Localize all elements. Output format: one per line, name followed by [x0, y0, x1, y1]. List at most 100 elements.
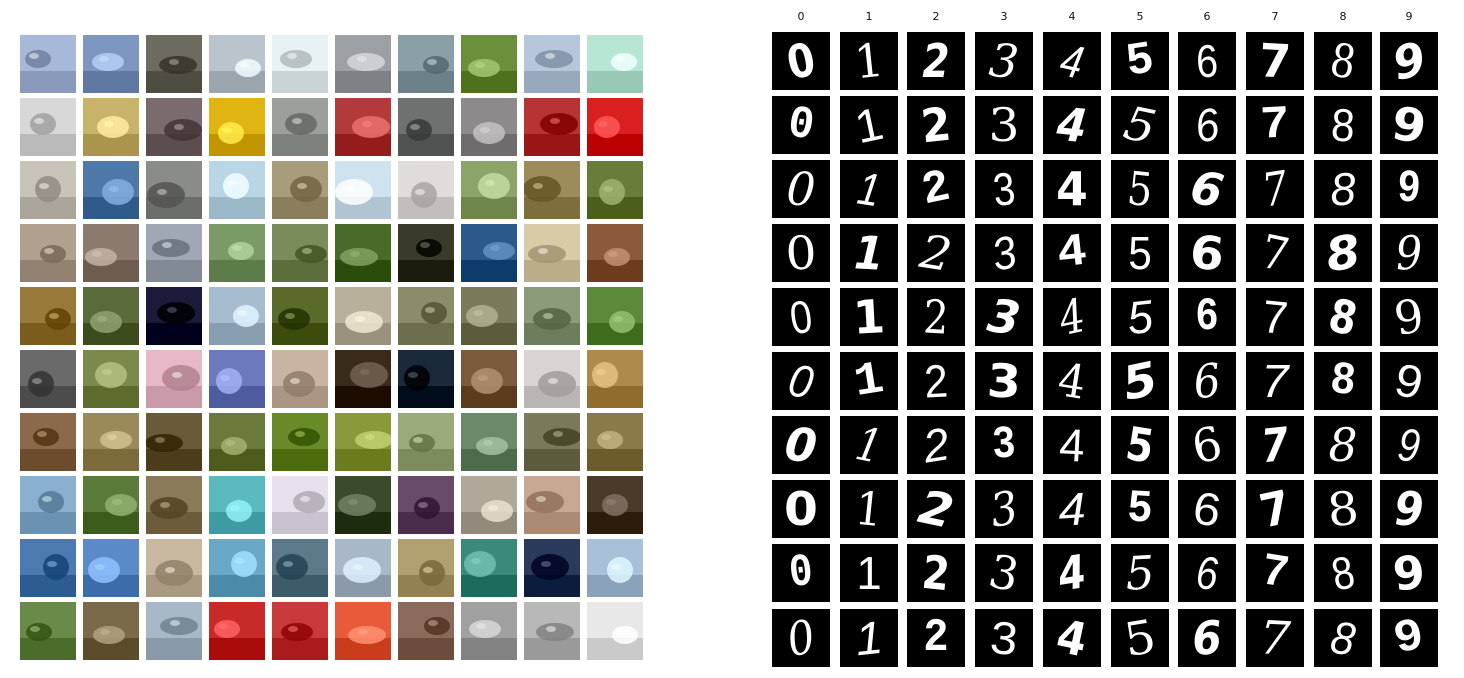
handwritten-digit: 7	[1257, 545, 1293, 601]
digit-tile-9: 9	[1380, 544, 1438, 602]
frog-photo-thumbnail	[146, 413, 202, 471]
airplane-photo-thumbnail	[83, 35, 139, 93]
handwritten-digit: 7	[1258, 610, 1292, 666]
digit-tile-7: 7	[1246, 544, 1304, 602]
handwritten-digit: 4	[1054, 96, 1090, 154]
airplane-photo-thumbnail	[524, 35, 580, 93]
digit-tile-8: 8	[1314, 32, 1372, 90]
handwritten-digit: 7	[1258, 416, 1292, 474]
cat-photo-thumbnail	[461, 224, 517, 282]
handwritten-digit: 6	[1191, 97, 1223, 153]
digit-tile-5: 5	[1111, 352, 1169, 410]
handwritten-digit: 1	[852, 225, 886, 281]
digit-tile-7: 7	[1246, 480, 1304, 538]
digit-tile-5: 5	[1111, 224, 1169, 282]
handwritten-digit: 5	[1125, 482, 1155, 536]
dog-photo-thumbnail	[83, 350, 139, 408]
airplane-photo-thumbnail	[335, 35, 391, 93]
digit-tile-5: 5	[1111, 288, 1169, 346]
handwritten-digit: 4	[1057, 482, 1087, 536]
digit-tile-9: 9	[1380, 32, 1438, 90]
airplane-photo-thumbnail	[20, 35, 76, 93]
digit-tile-1: 1	[840, 480, 898, 538]
column-label-4: 4	[1068, 10, 1076, 23]
digit-tile-1: 1	[840, 416, 898, 474]
handwritten-digit: 0	[784, 225, 818, 281]
digit-tile-6: 6	[1178, 352, 1236, 410]
handwritten-digit: 5	[1124, 289, 1156, 345]
handwritten-digit: 3	[985, 353, 1023, 409]
handwritten-digit: 3	[986, 480, 1022, 538]
digit-tile-3: 3	[975, 96, 1033, 154]
digit-tile-9: 9	[1380, 224, 1438, 282]
automobile-photo-thumbnail	[461, 98, 517, 156]
truck-photo-thumbnail	[20, 602, 76, 660]
frog-photo-thumbnail	[20, 413, 76, 471]
dog-photo-thumbnail	[272, 350, 328, 408]
digit-tile-1: 1	[840, 160, 898, 218]
bird-photo-thumbnail	[20, 161, 76, 219]
handwritten-digit: 5	[1124, 160, 1156, 218]
handwritten-digit: 1	[851, 289, 887, 345]
truck-photo-thumbnail	[83, 602, 139, 660]
digit-tile-9: 9	[1380, 609, 1438, 667]
horse-photo-thumbnail	[587, 476, 643, 534]
handwritten-digit: 1	[851, 416, 887, 474]
dog-photo-thumbnail	[524, 350, 580, 408]
handwritten-digit: 3	[984, 288, 1024, 346]
digit-tile-7: 7	[1246, 352, 1304, 410]
handwritten-digit: 6	[1190, 352, 1224, 410]
cifar-row-bird	[20, 161, 643, 219]
handwritten-digit: 8	[1328, 418, 1358, 472]
digit-tile-1: 1	[840, 609, 898, 667]
handwritten-digit: 1	[856, 547, 882, 599]
handwritten-digit: 2	[916, 224, 956, 282]
cat-photo-thumbnail	[20, 224, 76, 282]
digit-tile-6: 6	[1178, 224, 1236, 282]
handwritten-digit: 3	[990, 162, 1018, 216]
cat-photo-thumbnail	[524, 224, 580, 282]
ship-photo-thumbnail	[209, 539, 265, 597]
handwritten-digit: 9	[1387, 32, 1431, 90]
digit-tile-9: 9	[1380, 160, 1438, 218]
handwritten-digit: 4	[1056, 162, 1088, 216]
handwritten-digit: 6	[1187, 416, 1227, 474]
digit-tile-3: 3	[975, 416, 1033, 474]
digit-tile-1: 1	[840, 224, 898, 282]
handwritten-digit: 0	[784, 353, 818, 409]
digit-tile-4: 4	[1043, 32, 1101, 90]
cat-photo-thumbnail	[587, 224, 643, 282]
digit-tile-6: 6	[1178, 288, 1236, 346]
handwritten-digit: 9	[1395, 418, 1423, 472]
horse-photo-thumbnail	[461, 476, 517, 534]
handwritten-digit: 5	[1122, 33, 1158, 89]
handwritten-digit: 5	[1124, 545, 1156, 601]
ship-photo-thumbnail	[587, 539, 643, 597]
digit-tile-2: 2	[907, 544, 965, 602]
column-label-5: 5	[1136, 10, 1144, 23]
digit-tile-7: 7	[1246, 96, 1304, 154]
digit-tile-7: 7	[1246, 416, 1304, 474]
handwritten-digit: 4	[1054, 544, 1090, 602]
ship-photo-thumbnail	[146, 539, 202, 597]
airplane-photo-thumbnail	[272, 35, 328, 93]
digit-tile-5: 5	[1111, 480, 1169, 538]
digit-tile-1: 1	[840, 352, 898, 410]
handwritten-digit: 7	[1258, 160, 1292, 218]
deer-photo-thumbnail	[587, 287, 643, 345]
handwritten-digit: 7	[1259, 98, 1291, 152]
digit-tile-4: 4	[1043, 224, 1101, 282]
cat-photo-thumbnail	[272, 224, 328, 282]
digit-tile-5: 5	[1111, 609, 1169, 667]
digit-tile-7: 7	[1246, 609, 1304, 667]
digit-tile-8: 8	[1314, 288, 1372, 346]
digit-tile-1: 1	[840, 288, 898, 346]
cat-photo-thumbnail	[83, 224, 139, 282]
handwritten-digit: 4	[1054, 288, 1090, 346]
handwritten-digit: 6	[1189, 481, 1225, 537]
deer-photo-thumbnail	[272, 287, 328, 345]
digit-tile-1: 1	[840, 32, 898, 90]
